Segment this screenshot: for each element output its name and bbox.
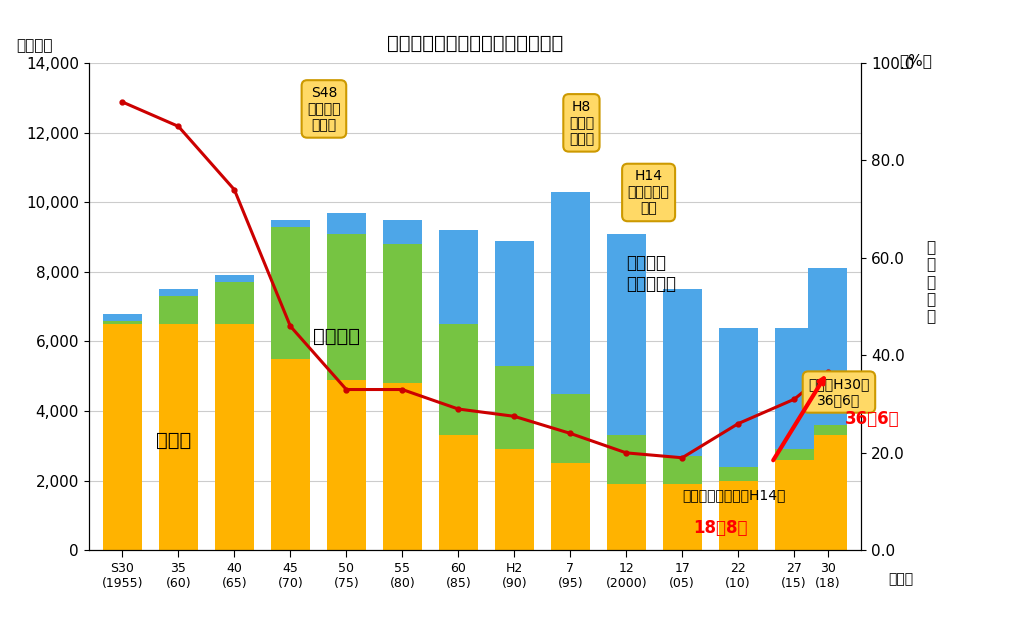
Text: （年）: （年） [889, 572, 913, 586]
Bar [495, 366, 534, 449]
Bar [327, 213, 366, 234]
Bar [159, 296, 198, 324]
Bar [102, 313, 142, 320]
Bar [159, 289, 198, 296]
Bar [551, 463, 590, 550]
Bar [215, 282, 254, 324]
Bar [808, 425, 847, 436]
Text: 木材自給率最低（H14）: 木材自給率最低（H14） [682, 489, 785, 519]
Bar [327, 380, 366, 550]
Bar [551, 394, 590, 463]
Text: 木
材
自
給
率: 木 材 自 給 率 [927, 240, 935, 325]
Y-axis label: （%）: （%） [899, 54, 932, 68]
Bar [438, 436, 478, 550]
Text: 国産材: 国産材 [156, 431, 191, 450]
Bar [215, 324, 254, 550]
Bar [270, 227, 310, 359]
Bar [215, 275, 254, 282]
Text: 輸入丸太: 輸入丸太 [312, 327, 359, 345]
Bar [808, 268, 847, 425]
Bar [663, 484, 701, 550]
Bar [438, 324, 478, 436]
Bar [102, 320, 142, 324]
Text: 現在（H30）
36．6％: 現在（H30） 36．6％ [808, 377, 869, 407]
Bar [663, 289, 701, 456]
Bar [270, 359, 310, 550]
Bar [383, 220, 422, 244]
Title: 木材供給量及び木材自給率の推移: 木材供給量及び木材自給率の推移 [387, 34, 563, 53]
Bar [719, 327, 758, 467]
Bar [438, 230, 478, 324]
Bar [383, 383, 422, 550]
Text: 36．6％: 36．6％ [845, 410, 899, 427]
Bar [551, 192, 590, 394]
Bar [774, 460, 814, 550]
Text: S48
総需要量
ピーク: S48 総需要量 ピーク [307, 86, 341, 132]
Bar [327, 234, 366, 380]
Bar [663, 456, 701, 484]
Text: H8
輸入量
ピーク: H8 輸入量 ピーク [569, 99, 594, 146]
Bar [383, 244, 422, 383]
Bar [606, 484, 646, 550]
Bar [102, 324, 142, 550]
Bar [774, 449, 814, 460]
Text: 輸入製品
輸入燃料材: 輸入製品 輸入燃料材 [627, 254, 676, 293]
Text: 18．8％: 18．8％ [693, 519, 748, 537]
Bar [495, 449, 534, 550]
Bar [808, 436, 847, 550]
Bar [719, 467, 758, 481]
Bar [270, 220, 310, 227]
Text: H14
木材自給率
最低: H14 木材自給率 最低 [628, 169, 670, 216]
Bar [719, 481, 758, 550]
Bar [159, 324, 198, 550]
Bar [606, 234, 646, 436]
Bar [495, 241, 534, 366]
Y-axis label: （万㎥）: （万㎥） [16, 38, 53, 54]
Bar [774, 327, 814, 449]
Bar [606, 436, 646, 484]
